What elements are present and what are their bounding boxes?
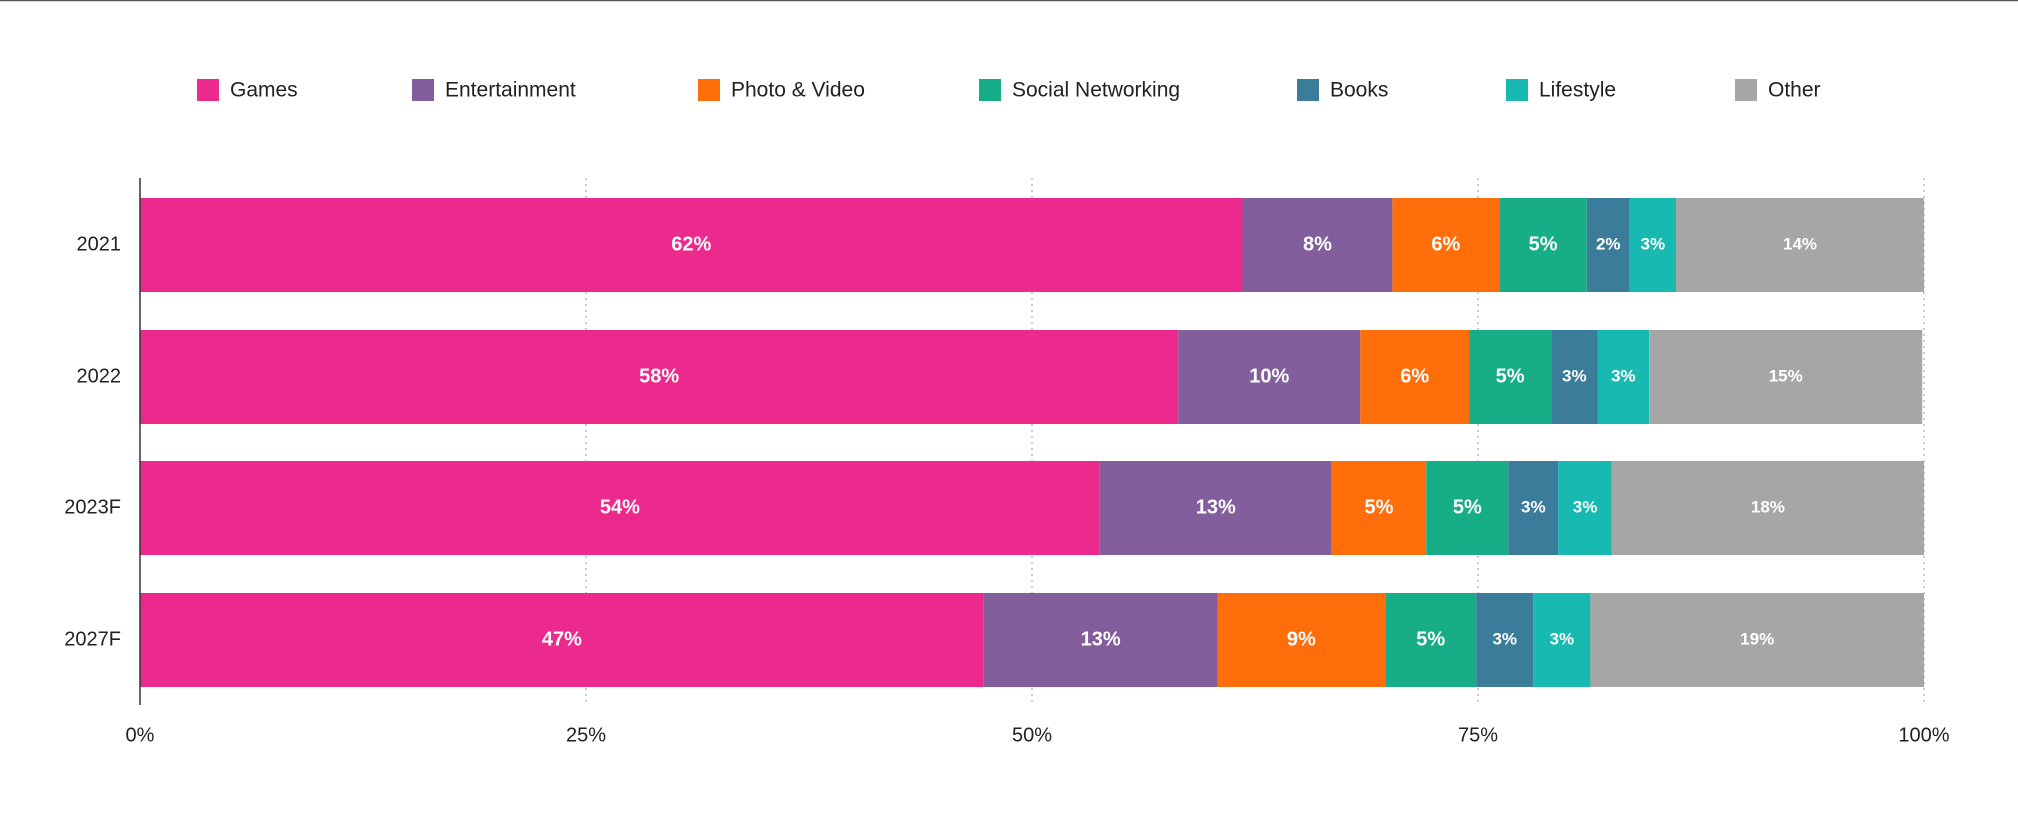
bar-segment bbox=[1629, 198, 1677, 292]
legend-label: Books bbox=[1330, 79, 1388, 102]
x-tick-label: 100% bbox=[1898, 724, 1949, 746]
bar-segment bbox=[1360, 330, 1470, 424]
bar-segment bbox=[1426, 461, 1509, 555]
bar-segment bbox=[1499, 198, 1587, 292]
value-label: 13% bbox=[1196, 496, 1236, 518]
bar-segment bbox=[1469, 330, 1552, 424]
x-tick-label: 25% bbox=[566, 724, 606, 746]
value-label: 3% bbox=[1641, 234, 1666, 253]
bar-segment bbox=[1099, 461, 1332, 555]
x-tick-label: 0% bbox=[126, 724, 155, 746]
bar-segment bbox=[1649, 330, 1923, 424]
bar-segment bbox=[1586, 198, 1630, 292]
bar-segment bbox=[1551, 330, 1598, 424]
y-tick-label: 2027F bbox=[64, 628, 121, 650]
value-label: 3% bbox=[1573, 497, 1598, 516]
bar-segment bbox=[1508, 461, 1559, 555]
bar-segment bbox=[1217, 593, 1386, 687]
value-label: 5% bbox=[1453, 496, 1482, 518]
legend-swatch bbox=[412, 79, 434, 101]
bar-segment bbox=[1385, 593, 1477, 687]
value-label: 3% bbox=[1611, 366, 1636, 385]
legend-label: Photo & Video bbox=[731, 79, 865, 102]
value-label: 54% bbox=[600, 496, 640, 518]
legend-label: Entertainment bbox=[445, 79, 576, 102]
value-label: 13% bbox=[1081, 628, 1121, 650]
value-label: 19% bbox=[1740, 629, 1774, 648]
y-tick-label: 2023F bbox=[64, 496, 121, 518]
value-label: 47% bbox=[542, 628, 582, 650]
bar-segment bbox=[1392, 198, 1500, 292]
legend-swatch bbox=[197, 79, 219, 101]
bar-segment bbox=[1178, 330, 1361, 424]
bar-segment bbox=[1676, 198, 1924, 292]
value-label: 3% bbox=[1562, 366, 1587, 385]
value-label: 58% bbox=[639, 365, 679, 387]
value-label: 3% bbox=[1492, 629, 1517, 648]
value-label: 6% bbox=[1431, 233, 1460, 255]
legend-swatch bbox=[1506, 79, 1528, 101]
value-label: 5% bbox=[1496, 365, 1525, 387]
bar-segment bbox=[1597, 330, 1650, 424]
bar-segment bbox=[1590, 593, 1924, 687]
bar-segment bbox=[1242, 198, 1393, 292]
value-label: 3% bbox=[1550, 629, 1575, 648]
legend-label: Games bbox=[230, 79, 298, 102]
legend-swatch bbox=[1297, 79, 1319, 101]
legend-swatch bbox=[1735, 79, 1757, 101]
bar-segment bbox=[1476, 593, 1534, 687]
bar-segment bbox=[983, 593, 1218, 687]
value-label: 62% bbox=[671, 233, 711, 255]
value-label: 15% bbox=[1769, 366, 1803, 385]
value-label: 3% bbox=[1521, 497, 1546, 516]
value-label: 5% bbox=[1529, 233, 1558, 255]
bar-segment bbox=[1558, 461, 1612, 555]
value-label: 2% bbox=[1596, 234, 1621, 253]
bar-segment bbox=[140, 198, 1243, 292]
value-label: 6% bbox=[1400, 365, 1429, 387]
legend-swatch bbox=[698, 79, 720, 101]
y-tick-label: 2022 bbox=[77, 365, 122, 387]
y-tick-label: 2021 bbox=[77, 233, 122, 255]
value-label: 10% bbox=[1249, 365, 1289, 387]
legend-swatch bbox=[979, 79, 1001, 101]
legend-label: Other bbox=[1768, 79, 1821, 102]
bar-segment bbox=[1331, 461, 1427, 555]
value-label: 14% bbox=[1783, 234, 1817, 253]
value-label: 5% bbox=[1416, 628, 1445, 650]
x-tick-label: 75% bbox=[1458, 724, 1498, 746]
value-label: 8% bbox=[1303, 233, 1332, 255]
bar-segment bbox=[1611, 461, 1924, 555]
bar-segment bbox=[140, 593, 984, 687]
legend-label: Lifestyle bbox=[1539, 79, 1616, 102]
value-label: 9% bbox=[1287, 628, 1316, 650]
legend-label: Social Networking bbox=[1012, 79, 1180, 102]
value-label: 18% bbox=[1751, 497, 1785, 516]
bar-segment bbox=[140, 461, 1100, 555]
bar-segment bbox=[140, 330, 1179, 424]
value-label: 5% bbox=[1365, 496, 1394, 518]
bar-segment bbox=[1533, 593, 1591, 687]
x-tick-label: 50% bbox=[1012, 724, 1052, 746]
